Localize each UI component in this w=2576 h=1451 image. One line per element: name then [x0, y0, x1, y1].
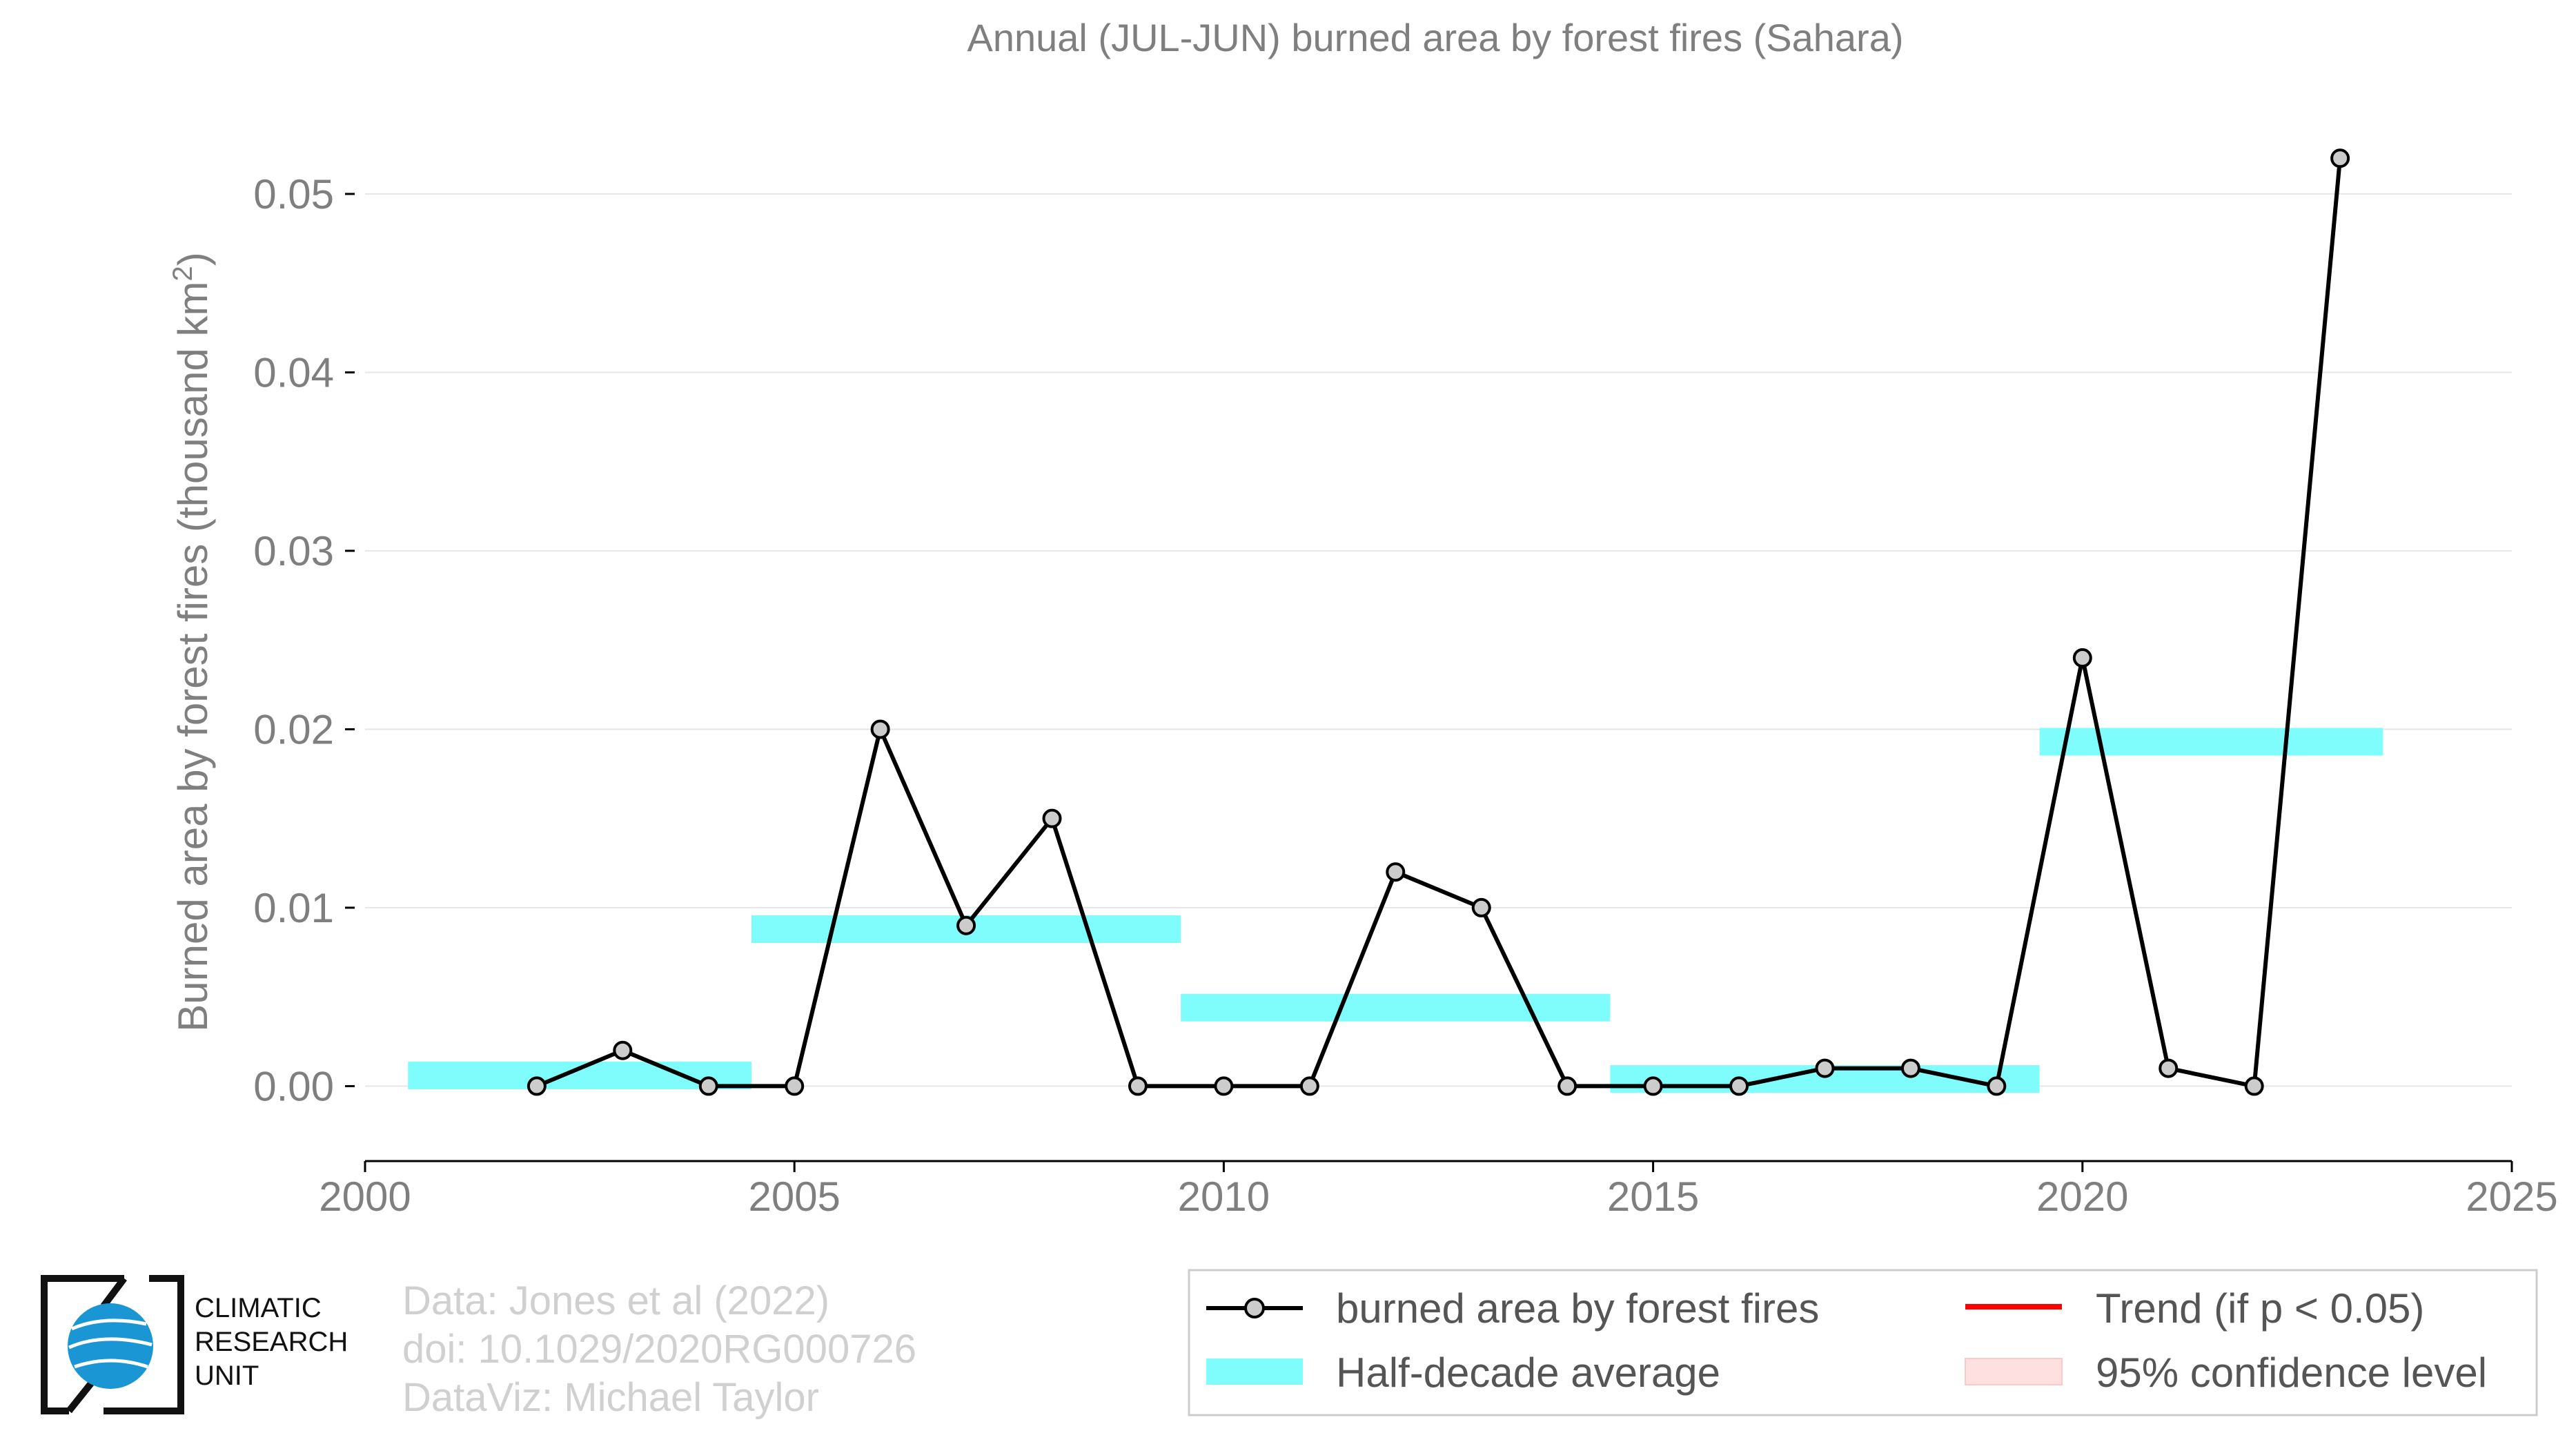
y-tick-label-5: 0.05: [253, 171, 334, 217]
x-tick-label-1: 2005: [748, 1174, 840, 1220]
y-axis-label-superscript: 2: [168, 266, 198, 281]
data-markers: [527, 148, 2350, 1096]
data-point-2020: [2072, 648, 2092, 668]
x-tick-label-5: 2025: [2466, 1174, 2557, 1220]
logo-line-1: CLIMATIC: [195, 1293, 322, 1323]
x-axis-ticks: 2000 2005 2010 2015 2020 2025: [319, 1161, 2558, 1220]
credit-doi: doi: 10.1029/2020RG000726: [402, 1327, 916, 1372]
legend-label-series: burned area by forest fires: [1336, 1285, 1819, 1332]
logo-line-3: UNIT: [195, 1361, 259, 1391]
half-decade-average-bands: [408, 728, 2383, 1093]
data-point-2014: [1557, 1076, 1577, 1096]
credit-dataviz: DataViz: Michael Taylor: [402, 1375, 819, 1420]
series-layer: [535, 157, 2343, 1089]
data-point-2013: [1471, 897, 1491, 917]
data-point-2017: [1815, 1058, 1835, 1078]
data-point-2012: [1386, 862, 1406, 882]
y-axis-label-tail: ): [170, 252, 216, 266]
data-point-2006: [870, 719, 890, 739]
logo-line-2: RESEARCH: [195, 1327, 348, 1357]
y-tick-label-2: 0.02: [253, 706, 334, 752]
data-point-2010: [1214, 1076, 1234, 1096]
legend-label-half-decade: Half-decade average: [1336, 1350, 1720, 1396]
logo-frame-slash-bottom: [66, 1381, 94, 1414]
data-point-2008: [1042, 808, 1062, 828]
data-point-2022: [2244, 1076, 2264, 1096]
data-point-2018: [1900, 1058, 1920, 1078]
cru-logo: CLIMATIC RESEARCH UNIT: [41, 1275, 348, 1414]
legend-label-confidence: 95% confidence level: [2096, 1350, 2487, 1396]
logo-frame-left: [41, 1275, 124, 1414]
data-point-2009: [1128, 1076, 1148, 1096]
x-tick-label-0: 2000: [319, 1174, 411, 1220]
gridlines: [365, 193, 2512, 1087]
y-axis-label-main: Burned area by forest fires (thousand km: [170, 282, 216, 1032]
y-axis-ticks: 0.00 0.01 0.02 0.03 0.04 0.05: [253, 171, 355, 1109]
legend-frame: [1188, 1269, 2538, 1416]
y-tick-label-4: 0.04: [253, 349, 334, 396]
logo-frame-slash-top: [101, 1276, 127, 1308]
legend-label-trend: Trend (if p < 0.05): [2096, 1285, 2424, 1332]
half-decade-bar-2: [1181, 993, 1611, 1022]
data-point-2003: [613, 1040, 633, 1060]
data-point-2015: [1643, 1076, 1663, 1096]
data-point-2011: [1299, 1076, 1319, 1096]
globe-swirl-3: [74, 1359, 148, 1369]
y-tick-label-0: 0.00: [253, 1063, 334, 1109]
data-point-2007: [956, 915, 976, 935]
data-point-2021: [2159, 1058, 2179, 1078]
data-point-2002: [527, 1076, 547, 1096]
legend-swatch-series-marker: [1244, 1298, 1265, 1318]
data-point-2005: [785, 1076, 805, 1096]
data-point-2016: [1729, 1076, 1749, 1096]
data-point-2004: [698, 1076, 718, 1096]
series-line-0: [535, 157, 2343, 1089]
x-tick-label-4: 2020: [2036, 1174, 2128, 1220]
x-tick-label-3: 2015: [1607, 1174, 1699, 1220]
logo-frame-right: [104, 1275, 184, 1414]
half-decade-bar-4: [2039, 728, 2383, 756]
globe-swirl-2: [68, 1337, 153, 1350]
credit-data: Data: Jones et al (2022): [402, 1278, 829, 1323]
globe-icon: [68, 1303, 153, 1389]
legend: burned area by forest fires Trend (if p …: [1188, 1269, 2538, 1416]
globe-swirl-1: [71, 1318, 147, 1331]
data-point-2019: [1987, 1076, 2007, 1096]
data-point-2023: [2330, 148, 2350, 168]
legend-swatch-confidence: [1965, 1358, 2063, 1385]
y-tick-label-3: 0.03: [253, 528, 334, 574]
y-axis-label: Burned area by forest fires (thousand km…: [168, 252, 216, 1031]
legend-swatch-half-decade: [1206, 1359, 1303, 1385]
chart-title: Annual (JUL-JUN) burned area by forest f…: [967, 16, 1903, 59]
y-tick-label-1: 0.01: [253, 885, 334, 931]
x-tick-label-2: 2010: [1178, 1174, 1270, 1220]
